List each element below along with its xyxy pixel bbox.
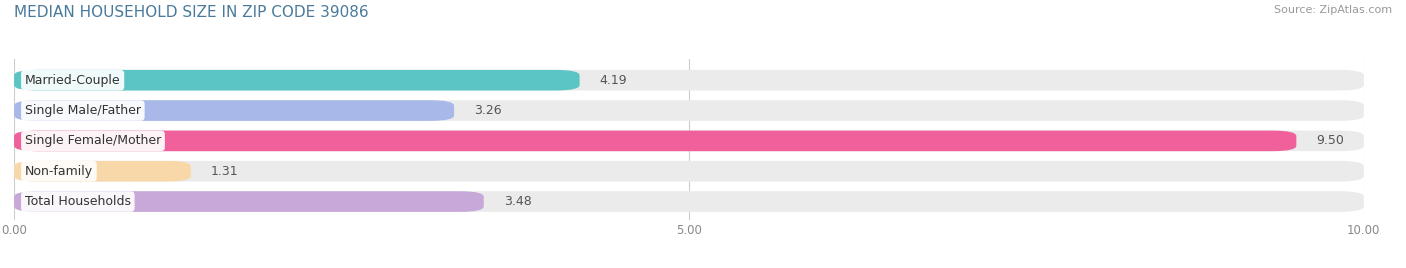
Text: Single Female/Mother: Single Female/Mother [25, 134, 162, 147]
FancyBboxPatch shape [14, 70, 1364, 91]
Text: Married-Couple: Married-Couple [25, 74, 121, 87]
Text: 4.19: 4.19 [600, 74, 627, 87]
FancyBboxPatch shape [14, 100, 1364, 121]
FancyBboxPatch shape [14, 191, 1364, 212]
Text: Total Households: Total Households [25, 195, 131, 208]
Text: Single Male/Father: Single Male/Father [25, 104, 141, 117]
Text: Source: ZipAtlas.com: Source: ZipAtlas.com [1274, 5, 1392, 15]
Text: 3.26: 3.26 [474, 104, 502, 117]
Text: 1.31: 1.31 [211, 165, 239, 178]
FancyBboxPatch shape [14, 131, 1364, 151]
Text: 3.48: 3.48 [503, 195, 531, 208]
FancyBboxPatch shape [14, 161, 191, 181]
FancyBboxPatch shape [14, 131, 1296, 151]
FancyBboxPatch shape [14, 100, 454, 121]
FancyBboxPatch shape [14, 161, 1364, 181]
FancyBboxPatch shape [14, 70, 579, 91]
FancyBboxPatch shape [14, 191, 484, 212]
Text: 9.50: 9.50 [1316, 134, 1344, 147]
Text: MEDIAN HOUSEHOLD SIZE IN ZIP CODE 39086: MEDIAN HOUSEHOLD SIZE IN ZIP CODE 39086 [14, 5, 368, 20]
Text: Non-family: Non-family [25, 165, 93, 178]
